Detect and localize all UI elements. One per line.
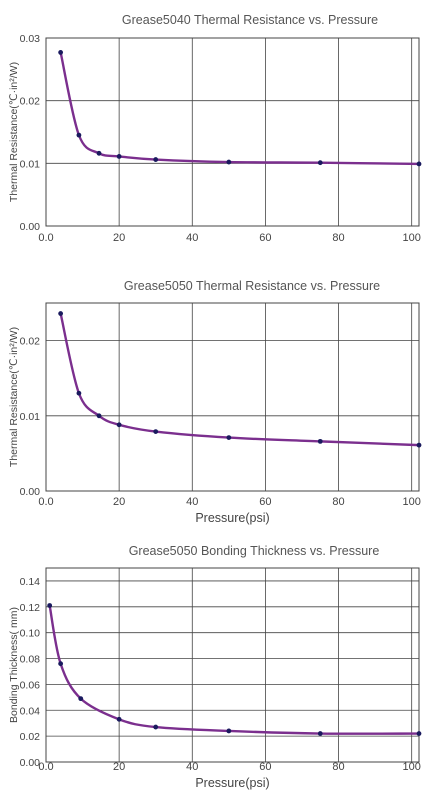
data-point: [58, 661, 64, 667]
plot-frame: [45, 37, 420, 227]
y-tick-label: 0.04: [20, 705, 41, 717]
y-tick-label: 0.14: [20, 576, 41, 588]
x-tick-label: 0.0: [38, 761, 53, 773]
data-point: [226, 159, 232, 165]
y-tick-label: 0.12: [20, 602, 41, 614]
x-axis-label: Pressure(psi): [195, 776, 269, 790]
chart-svg: Grease5050 Thermal Resistance vs. Pressu…: [8, 279, 422, 525]
chart-grease5050-thermal-resistance: Grease5050 Thermal Resistance vs. Pressu…: [0, 268, 428, 536]
data-point: [317, 160, 323, 166]
x-tick-label: 80: [332, 232, 344, 244]
y-tick-label: 0.00: [20, 757, 41, 769]
x-tick-label: 40: [186, 761, 198, 773]
x-tick-label: 80: [332, 496, 344, 508]
data-point: [416, 442, 422, 448]
data-point: [226, 435, 232, 441]
plot-frame: [45, 567, 420, 763]
data-point: [47, 603, 53, 608]
x-tick-label: 40: [186, 496, 198, 508]
x-tick-label: 60: [259, 496, 271, 508]
chart-title: Grease5040 Thermal Resistance vs. Pressu…: [122, 13, 378, 27]
y-tick-label: 0.06: [20, 679, 41, 691]
data-point: [226, 728, 232, 734]
data-point: [416, 731, 422, 736]
chart-title: Grease5050 Thermal Resistance vs. Pressu…: [124, 279, 380, 293]
chart-svg: Grease5050 Bonding Thickness vs. Pressur…: [8, 544, 422, 790]
chart-svg: Grease5040 Thermal Resistance vs. Pressu…: [8, 13, 422, 244]
data-point: [76, 132, 82, 138]
y-tick-label: 0.03: [20, 33, 41, 45]
data-point: [116, 154, 122, 159]
y-axis-label: Bonding Thickness( mm): [8, 607, 20, 723]
y-tick-label: 0.10: [20, 628, 41, 640]
series-line: [59, 52, 420, 166]
x-tick-label: 60: [259, 761, 271, 773]
data-point: [153, 157, 159, 162]
x-tick-label: 60: [259, 232, 271, 244]
y-tick-label: 0.08: [20, 654, 41, 666]
plot-frame: [45, 302, 420, 492]
data-point: [416, 161, 422, 167]
y-tick-label: 0.02: [20, 336, 41, 348]
y-tick-label: 0.02: [20, 731, 41, 743]
series-line: [59, 313, 420, 447]
y-tick-label: 0.00: [20, 221, 41, 233]
chart-grease5050-bonding-thickness: Grease5050 Bonding Thickness vs. Pressur…: [0, 536, 428, 798]
data-point: [96, 150, 102, 156]
series-line: [48, 605, 420, 735]
y-axis-label: Thermal Resistance(℃·in²/W): [8, 62, 20, 202]
data-point: [153, 429, 159, 434]
x-tick-label: 80: [332, 761, 344, 773]
x-tick-label: 20: [113, 232, 125, 244]
x-tick-label: 20: [113, 496, 125, 508]
data-point: [116, 422, 122, 428]
x-tick-label: 100: [403, 496, 421, 508]
data-point: [116, 716, 122, 722]
chart-grease5040-thermal-resistance: Grease5040 Thermal Resistance vs. Pressu…: [0, 0, 428, 268]
data-point: [76, 390, 82, 396]
data-point: [317, 438, 323, 444]
x-tick-label: 40: [186, 232, 198, 244]
data-point: [58, 311, 64, 316]
chart-title: Grease5050 Bonding Thickness vs. Pressur…: [129, 544, 380, 558]
y-tick-label: 0.00: [20, 486, 41, 498]
y-tick-label: 0.01: [20, 411, 41, 423]
x-axis-label: Pressure(psi): [195, 511, 269, 525]
x-tick-label: 100: [403, 761, 421, 773]
y-tick-label: 0.02: [20, 96, 41, 108]
data-point: [78, 696, 84, 702]
y-axis-label: Thermal Resistance(℃·in²/W): [8, 327, 20, 467]
x-tick-label: 20: [113, 761, 125, 773]
x-tick-label: 0.0: [38, 496, 53, 508]
data-point: [153, 724, 159, 730]
x-tick-label: 0.0: [38, 232, 53, 244]
data-point: [58, 50, 64, 55]
data-point: [317, 731, 323, 736]
y-tick-label: 0.01: [20, 158, 41, 170]
data-point: [96, 413, 102, 419]
x-tick-label: 100: [403, 232, 421, 244]
